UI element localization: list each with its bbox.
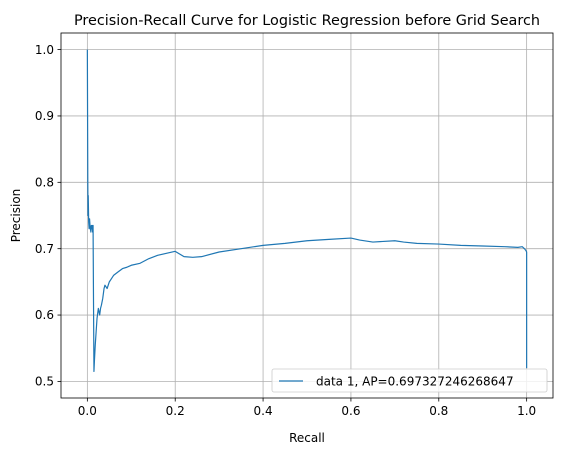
legend: data 1, AP=0.697327246268647	[271, 368, 548, 393]
y-axis-label: Precision	[9, 189, 23, 243]
x-tick-label: 0.2	[166, 404, 185, 418]
y-tick-label: 0.6	[35, 308, 54, 322]
y-tick-label: 0.7	[35, 242, 54, 256]
y-tick-label: 0.9	[35, 109, 54, 123]
x-axis-label: Recall	[289, 431, 325, 445]
x-tick-label: 0.4	[254, 404, 273, 418]
x-tick-label: 0.6	[341, 404, 360, 418]
axes-frame	[60, 32, 554, 399]
ticks: 0.0 0.2 0.4 0.6 0.8 1.0 0.5 0.6 0.7 0.8 0.9 1.0	[35, 43, 536, 418]
x-tick-label: 0.0	[78, 404, 97, 418]
legend-box	[271, 368, 548, 393]
plot-series	[86, 49, 528, 373]
grid	[61, 33, 553, 398]
pr-curve-line	[86, 49, 528, 373]
y-tick-label: 1.0	[35, 43, 54, 57]
y-tick-label: 0.8	[35, 176, 54, 190]
x-tick-label: 1.0	[517, 404, 536, 418]
x-tick-label: 0.8	[429, 404, 448, 418]
chart-title: Precision-Recall Curve for Logistic Regr…	[74, 13, 540, 29]
legend-label: data 1, AP=0.697327246268647	[316, 375, 514, 389]
y-tick-label: 0.5	[35, 375, 54, 389]
